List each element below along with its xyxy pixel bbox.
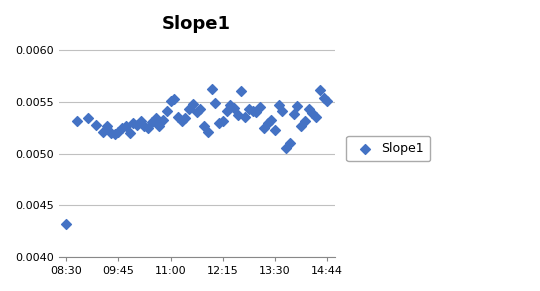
Slope1	[230, 106, 238, 111]
Slope1	[308, 111, 316, 116]
Slope1	[297, 123, 306, 128]
Slope1	[73, 118, 82, 123]
Slope1	[323, 99, 332, 103]
Slope1	[267, 117, 275, 122]
Slope1	[106, 131, 115, 135]
Slope1	[192, 110, 201, 115]
Title: Slope1: Slope1	[162, 15, 231, 33]
Slope1	[315, 87, 324, 92]
Slope1	[304, 107, 313, 112]
Slope1	[144, 125, 152, 130]
Slope1	[274, 103, 283, 107]
Slope1	[133, 123, 141, 127]
Slope1	[114, 130, 123, 134]
Slope1	[252, 110, 261, 115]
Slope1	[312, 114, 320, 119]
Slope1	[62, 222, 70, 226]
Slope1	[289, 112, 298, 117]
Slope1	[215, 120, 224, 125]
Slope1	[207, 86, 216, 91]
Slope1	[204, 130, 212, 134]
Slope1	[178, 118, 186, 123]
Slope1	[226, 103, 234, 107]
Slope1	[163, 109, 171, 114]
Slope1	[147, 119, 156, 124]
Slope1	[185, 107, 193, 112]
Slope1	[260, 125, 268, 130]
Slope1	[181, 115, 190, 120]
Slope1	[129, 120, 138, 125]
Slope1	[155, 123, 164, 128]
Slope1	[110, 132, 119, 136]
Slope1	[271, 128, 279, 132]
Slope1	[256, 105, 265, 110]
Slope1	[237, 88, 246, 93]
Slope1	[188, 102, 197, 107]
Slope1	[245, 107, 253, 112]
Legend: Slope1: Slope1	[347, 136, 430, 161]
Slope1	[174, 114, 183, 119]
Slope1	[286, 141, 294, 146]
Slope1	[301, 118, 309, 123]
Slope1	[278, 109, 287, 114]
Slope1	[241, 114, 249, 119]
Slope1	[103, 123, 111, 128]
Slope1	[166, 99, 175, 103]
Slope1	[92, 123, 100, 127]
Slope1	[99, 130, 107, 134]
Slope1	[293, 104, 302, 109]
Slope1	[222, 109, 231, 114]
Slope1	[140, 123, 149, 128]
Slope1	[200, 123, 208, 128]
Slope1	[219, 118, 227, 123]
Slope1	[233, 113, 242, 118]
Slope1	[159, 117, 167, 122]
Slope1	[137, 118, 145, 123]
Slope1	[211, 101, 220, 105]
Slope1	[263, 120, 272, 125]
Slope1	[170, 97, 179, 101]
Slope1	[84, 115, 93, 120]
Slope1	[151, 115, 160, 120]
Slope1	[282, 145, 291, 150]
Slope1	[122, 123, 130, 128]
Slope1	[319, 96, 328, 100]
Slope1	[248, 109, 257, 114]
Slope1	[118, 125, 126, 130]
Slope1	[196, 107, 205, 112]
Slope1	[125, 131, 134, 135]
